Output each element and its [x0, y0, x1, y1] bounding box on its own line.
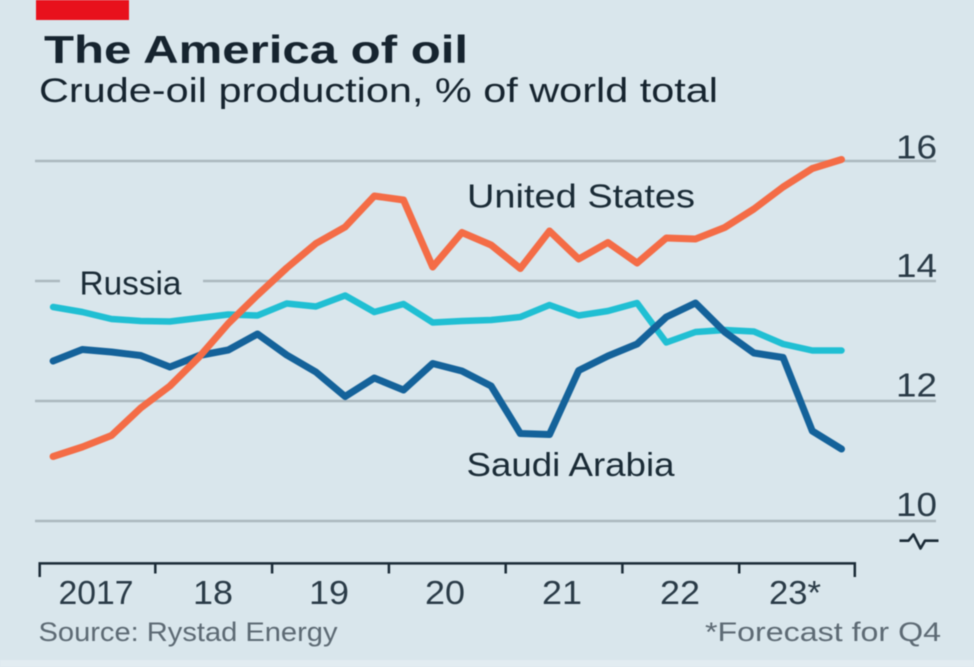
svg-text:United States: United States: [467, 178, 695, 215]
svg-text:2017: 2017: [59, 574, 134, 611]
svg-text:18: 18: [193, 574, 233, 611]
svg-text:*Forecast for Q4: *Forecast for Q4: [705, 617, 941, 647]
svg-text:Source: Rystad Energy: Source: Rystad Energy: [39, 617, 339, 647]
svg-text:Saudi Arabia: Saudi Arabia: [467, 446, 676, 483]
svg-text:16: 16: [896, 129, 937, 166]
svg-text:22: 22: [660, 574, 700, 611]
svg-text:Russia: Russia: [80, 265, 183, 302]
svg-text:19: 19: [309, 574, 349, 611]
svg-text:The America of oil: The America of oil: [44, 29, 468, 72]
svg-text:20: 20: [425, 574, 465, 611]
svg-text:12: 12: [896, 367, 937, 404]
svg-text:10: 10: [896, 486, 937, 523]
svg-text:14: 14: [896, 247, 937, 284]
svg-text:21: 21: [542, 574, 582, 611]
svg-text:Crude-oil production, % of wor: Crude-oil production, % of world total: [39, 72, 718, 110]
svg-text:23*: 23*: [769, 574, 821, 611]
